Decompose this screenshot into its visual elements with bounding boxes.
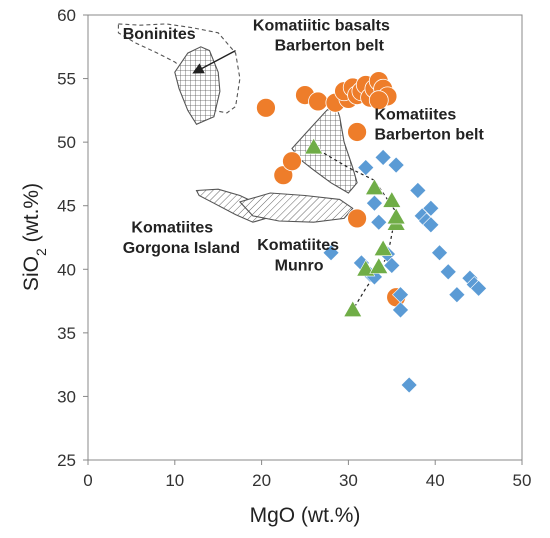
- field-label: Gorgona Island: [123, 240, 240, 257]
- diamond-point: [422, 199, 440, 217]
- diamond-point: [374, 148, 392, 166]
- y-tick-label: 55: [57, 70, 76, 89]
- y-tick-label: 30: [57, 387, 76, 406]
- y-axis-title-main: SiO: [20, 256, 43, 291]
- diamond-point: [448, 286, 466, 304]
- diamond-point: [366, 194, 383, 212]
- diamond-point: [383, 257, 401, 274]
- field-label: Munro: [275, 258, 324, 275]
- diamond-point: [409, 182, 427, 199]
- x-tick-label: 0: [83, 471, 92, 490]
- triangle-point: [382, 191, 402, 208]
- region-boninites: [117, 23, 241, 114]
- circle-point: [368, 90, 389, 111]
- y-tick-label: 35: [57, 324, 76, 343]
- triangle-point: [304, 137, 324, 155]
- triangle-point: [364, 178, 384, 195]
- diamond-point: [392, 301, 409, 319]
- field-label: Komatiites: [257, 237, 339, 254]
- region-munro: [238, 192, 354, 223]
- circle-point: [256, 97, 276, 118]
- boninites-arrow: [192, 49, 236, 74]
- field-label: Komatiitic basalts: [253, 17, 390, 34]
- x-axis-title: MgO (wt.%): [250, 504, 361, 527]
- x-tick-label: 20: [252, 471, 271, 490]
- diamond-point: [370, 213, 388, 231]
- region-gorgona: [195, 188, 267, 223]
- diamond-point: [470, 279, 488, 297]
- region-boninites-core: [174, 46, 221, 125]
- y-tick-label: 40: [57, 260, 76, 279]
- diamond-point: [357, 159, 375, 176]
- plot-frame: [87, 14, 523, 461]
- x-tick-label: 50: [513, 471, 532, 490]
- y-tick-label: 50: [57, 133, 76, 152]
- diamond-point: [322, 244, 340, 262]
- x-tick-label: 30: [339, 471, 358, 490]
- diamond-point: [387, 156, 405, 174]
- field-label: Boninites: [123, 26, 196, 43]
- field-label: Komatiites: [131, 219, 213, 236]
- x-tick-label: 40: [426, 471, 445, 490]
- triangle-point: [369, 257, 389, 274]
- diamond-point: [422, 216, 440, 234]
- triangle-point: [343, 300, 363, 318]
- field-regions: [117, 23, 358, 223]
- data-points: [256, 71, 488, 394]
- x-tick-label: 10: [165, 471, 184, 490]
- triangle-point: [386, 207, 406, 225]
- circle-point: [347, 208, 367, 229]
- field-label: Barberton belt: [374, 127, 484, 144]
- diamond-point: [439, 263, 457, 281]
- circle-point: [347, 122, 367, 142]
- y-tick-label: 25: [57, 451, 76, 470]
- field-labels: Boninites Komatiitic basalts Barberton bel…: [123, 17, 485, 274]
- y-axis-title-unit: (wt.%): [20, 183, 43, 248]
- y-axis-title: SiO2 (wt.%): [20, 183, 49, 291]
- field-label: Komatiites: [374, 106, 456, 123]
- circle-point: [308, 91, 328, 112]
- y-tick-label: 60: [57, 6, 76, 25]
- diamond-point: [431, 244, 448, 262]
- triangle-point: [373, 239, 393, 256]
- region-barberton-komatiites: [291, 103, 358, 194]
- axes: 0 10 20 30 40 50 25 30 35 40 45 50 55 60: [57, 6, 531, 490]
- y-tick-label: 45: [57, 197, 76, 216]
- y-axis-title-subscript: 2: [33, 248, 49, 256]
- diamond-point: [400, 376, 418, 394]
- field-label: Barberton belt: [275, 38, 385, 55]
- circle-point: [282, 151, 302, 172]
